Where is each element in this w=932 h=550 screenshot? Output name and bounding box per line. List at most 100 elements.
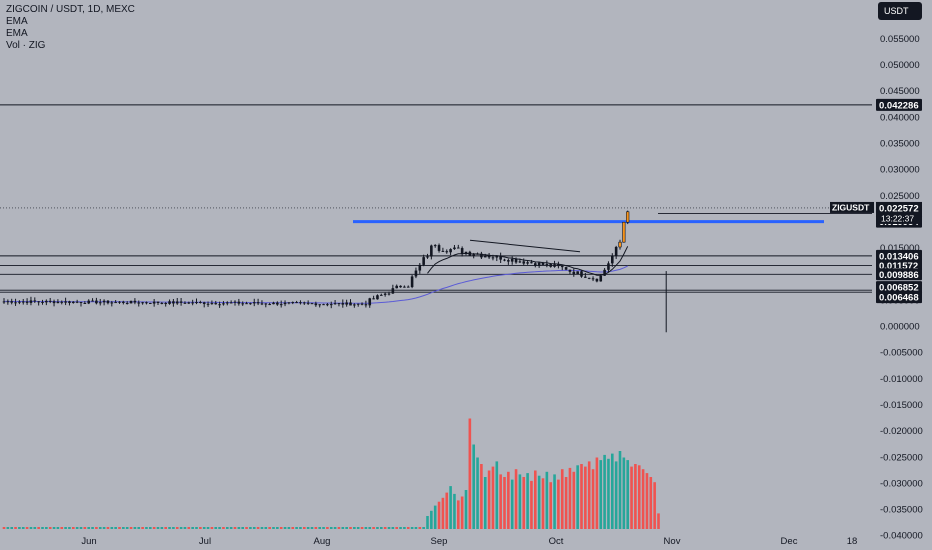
candle-body [441, 250, 445, 252]
candle-body [329, 304, 333, 306]
volume-bar [106, 527, 110, 529]
candle-body [268, 304, 271, 306]
candle-body [387, 293, 391, 295]
price-label-bg [876, 98, 922, 111]
price-tick-label: -0.035000 [880, 505, 923, 516]
volume-bar [241, 527, 244, 529]
volume-bar [634, 464, 637, 529]
price-label-bg [876, 291, 922, 304]
candle-body [195, 301, 198, 304]
volume-bar [360, 527, 364, 529]
candle-body [137, 302, 141, 304]
symbol-label-bg [830, 201, 874, 213]
volume-bar [272, 527, 275, 529]
candle-body [530, 262, 533, 264]
candle-body [437, 245, 441, 251]
candle-body [557, 264, 560, 267]
candle-body [476, 253, 479, 255]
price-tick-label: 0.045000 [880, 86, 920, 97]
volume-bar [291, 527, 295, 529]
volume-bar [322, 527, 325, 529]
candle-body [56, 301, 60, 304]
horizontal-levels[interactable] [0, 104, 872, 293]
candle-body [60, 301, 64, 303]
volume-bar [83, 527, 87, 529]
candle-body [545, 264, 549, 266]
volume-bar [514, 469, 518, 529]
legend-symbol[interactable]: ZIGCOIN / USDT, 1D, MEXC [6, 4, 135, 15]
volume-bar [256, 527, 260, 529]
volume-bar [557, 479, 560, 529]
volume-bar [576, 465, 579, 529]
volume-bar [141, 527, 144, 529]
candle-body [237, 301, 241, 304]
volume-bar [568, 467, 572, 529]
volume-bar [222, 527, 225, 529]
candle-body [306, 302, 310, 304]
legend-ema-1[interactable]: EMA [6, 16, 28, 27]
volume-bar [553, 474, 556, 529]
candle-body [457, 247, 460, 249]
candle-body [580, 271, 583, 277]
candle-body [303, 302, 306, 304]
volume-bar [472, 444, 475, 529]
candle-body [445, 251, 449, 253]
candle-body [549, 264, 552, 267]
volume-bar [530, 480, 533, 529]
volume-bar [202, 527, 206, 529]
volume-bar [52, 527, 56, 529]
candle-body [145, 302, 148, 304]
candle-body [129, 300, 133, 304]
volume-bar [306, 527, 310, 529]
volume-bar [326, 527, 329, 529]
volume-bar [145, 527, 148, 529]
candle-body [37, 301, 40, 303]
candle-body [83, 302, 87, 304]
legend-ema-2[interactable]: EMA [6, 28, 28, 39]
volume-bar [507, 471, 510, 529]
volume-bar [249, 527, 252, 529]
candle-body [326, 304, 329, 306]
candle-body [422, 257, 425, 265]
candle-body [418, 264, 422, 271]
candle-body [372, 298, 375, 300]
volume-bar [480, 464, 483, 529]
volume-bar [60, 527, 64, 529]
legend-volume[interactable]: Vol · ZIG [6, 40, 46, 51]
candle-body [349, 302, 352, 306]
volume-bar [391, 527, 395, 529]
volume-bar [175, 527, 179, 529]
candle-body [537, 262, 541, 266]
candle-body [568, 269, 572, 272]
candle-body [72, 301, 75, 303]
candle-body [591, 278, 595, 280]
volume-bar [395, 527, 398, 529]
legend: ZIGCOIN / USDT, 1D, MEXC EMA EMA Vol · Z… [6, 4, 135, 52]
candle-body [314, 303, 318, 306]
price-tick-label: 0.030000 [880, 165, 920, 176]
volume-bar [630, 466, 633, 529]
last-price-label: 0.022572 [879, 203, 919, 214]
candle-body [87, 300, 90, 304]
candle-body [541, 262, 545, 265]
volume-bar [79, 527, 83, 529]
volume-bar [314, 527, 318, 529]
price-labels: 0.0422860.0199540.0134060.0115720.009886… [830, 98, 922, 304]
price-label-text: 0.006852 [879, 283, 919, 294]
volume-bar [214, 527, 218, 529]
candle-body [503, 259, 506, 261]
candle-body [75, 301, 79, 303]
candle-body [187, 302, 191, 304]
volume-bar [349, 527, 352, 529]
volume-bar [572, 471, 576, 529]
candle-body [98, 302, 102, 304]
candle-body [64, 301, 67, 303]
candle-body [164, 303, 167, 305]
price-label-text: 0.013406 [879, 251, 919, 262]
currency-button[interactable]: USDT [878, 2, 922, 20]
price-label-bg [876, 268, 922, 281]
time-axis[interactable]: Jun Jul Aug Sep Oct Nov Dec 18 [81, 536, 857, 547]
candle-body [491, 257, 495, 259]
volume-bar [10, 527, 13, 529]
